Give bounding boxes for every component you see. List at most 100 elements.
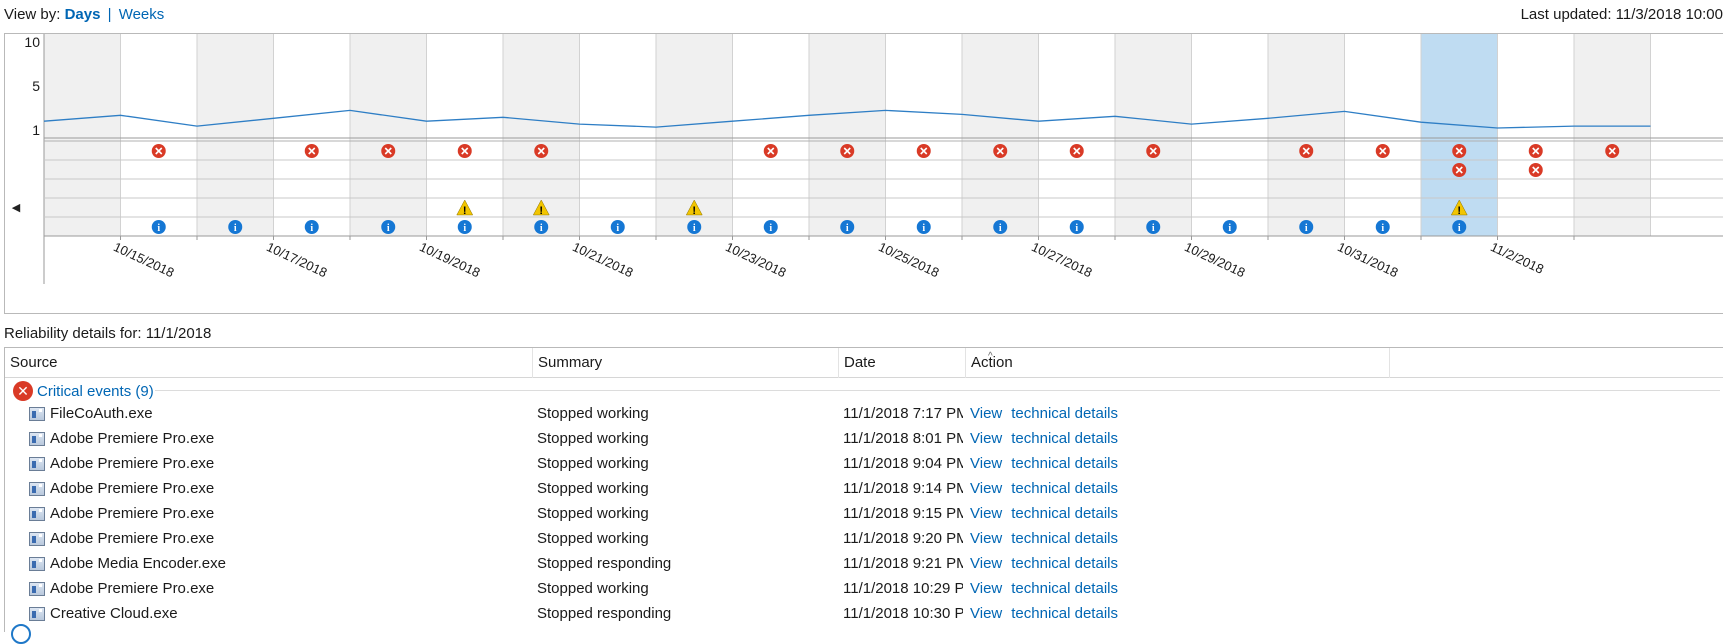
technical-details-link[interactable]: technical details <box>1011 580 1118 597</box>
date-cell: 11/1/2018 9:15 PM <box>843 505 963 522</box>
info-marker-circle <box>151 220 166 234</box>
source-cell: Adobe Premiere Pro.exe <box>50 530 215 547</box>
info-icon: i <box>610 220 625 234</box>
warning-icon: ! <box>532 199 550 217</box>
warning-marker-glyph: ! <box>463 205 467 217</box>
error-icon <box>993 144 1008 158</box>
info-marker-circle <box>1222 220 1237 234</box>
summary-cell: Stopped working <box>537 405 649 422</box>
date-cell: 11/1/2018 9:14 PM <box>843 480 963 497</box>
date-cell: 11/1/2018 9:04 PM <box>843 455 963 472</box>
error-icon <box>304 144 319 158</box>
error-marker-cross <box>537 147 545 155</box>
info-icon: i <box>1299 220 1314 234</box>
view-link[interactable]: View <box>970 580 1003 597</box>
table-row[interactable]: Adobe Media Encoder.exe Stopped respondin… <box>5 552 1723 577</box>
info-marker-circle <box>1146 220 1161 234</box>
day-column <box>44 34 121 236</box>
info-marker-glyph: i <box>234 223 237 234</box>
info-marker-circle <box>610 220 625 234</box>
technical-details-link[interactable]: technical details <box>1011 505 1118 522</box>
view-link[interactable]: View <box>970 455 1003 472</box>
view-weeks-link[interactable]: Weeks <box>118 6 165 23</box>
x-tick-label: 11/2/2018 <box>1488 239 1546 277</box>
source-cell: Adobe Premiere Pro.exe <box>50 580 215 597</box>
table-row[interactable]: Adobe Premiere Pro.exe Stopped working 11/… <box>5 477 1723 502</box>
technical-details-link[interactable]: technical details <box>1011 480 1118 497</box>
error-marker-cross <box>1073 147 1081 155</box>
info-icon: i <box>457 220 472 234</box>
table-row[interactable]: FileCoAuth.exe Stopped working 11/1/2018 7… <box>5 402 1723 427</box>
column-header-summary[interactable]: Summary <box>533 348 839 378</box>
technical-details-link[interactable]: technical details <box>1011 530 1118 547</box>
error-marker-cross <box>1149 147 1157 155</box>
day-column <box>962 34 1039 236</box>
reliability-chart-svg[interactable]: 10 5 1!!! ! i i i i i i i i i i i i i i i i i i 10/15/2018 10/1… <box>5 34 1723 315</box>
info-marker-glyph: i <box>1075 223 1078 234</box>
column-header-source[interactable]: Source <box>5 348 533 378</box>
technical-details-link[interactable]: technical details <box>1011 405 1118 422</box>
application-icon <box>29 432 45 446</box>
x-tick-label: 10/17/2018 <box>264 239 329 280</box>
action-cell: View technical details <box>970 430 1270 447</box>
error-icon <box>1528 144 1543 158</box>
source-cell: FileCoAuth.exe <box>50 405 153 422</box>
table-row[interactable]: Creative Cloud.exe Stopped responding 11/1… <box>5 602 1723 627</box>
info-marker-circle <box>381 220 396 234</box>
info-icon: i <box>381 220 396 234</box>
critical-events-label: Critical events (9) <box>37 382 154 400</box>
technical-details-link[interactable]: technical details <box>1011 430 1118 447</box>
view-days-link[interactable]: Days <box>64 6 101 23</box>
summary-cell: Stopped responding <box>537 555 672 572</box>
column-header-date[interactable]: Date <box>839 348 966 378</box>
action-cell: View technical details <box>970 505 1270 522</box>
column-header-blank <box>1390 348 1723 378</box>
error-marker-cross <box>1532 147 1540 155</box>
view-link[interactable]: View <box>970 505 1003 522</box>
day-column <box>197 34 274 236</box>
view-link[interactable]: View <box>970 405 1003 422</box>
info-marker-glyph: i <box>616 223 619 234</box>
y-tick-label: 5 <box>32 78 40 94</box>
view-link[interactable]: View <box>970 430 1003 447</box>
date-cell: 11/1/2018 7:17 PM <box>843 405 963 422</box>
info-icon: i <box>304 220 319 234</box>
date-cell: 11/1/2018 9:20 PM <box>843 530 963 547</box>
view-by-label: View by: <box>4 6 61 23</box>
warning-marker-glyph: ! <box>1457 205 1461 217</box>
details-title: Reliability details for: 11/1/2018 <box>4 325 212 342</box>
error-icon <box>1069 144 1084 158</box>
y-tick-label: 1 <box>32 122 40 138</box>
view-link[interactable]: View <box>970 480 1003 497</box>
info-marker-glyph: i <box>999 223 1002 234</box>
technical-details-link[interactable]: technical details <box>1011 555 1118 572</box>
column-header-action[interactable]: Action <box>966 348 1390 378</box>
scroll-left-icon[interactable]: ◀ <box>11 202 21 214</box>
warning-marker-triangle <box>685 199 703 216</box>
info-marker-circle <box>687 220 702 234</box>
view-toolbar: View by: Days | Weeks Last updated: 11/3… <box>0 0 1723 32</box>
warning-marker-triangle <box>456 199 474 216</box>
warning-icon: ! <box>1450 199 1468 217</box>
table-row[interactable]: Adobe Premiere Pro.exe Stopped working 11/… <box>5 452 1723 477</box>
last-updated-text: Last updated: 11/3/2018 10:00 <box>1520 6 1723 23</box>
view-link[interactable]: View <box>970 605 1003 622</box>
error-marker-cross <box>1455 147 1463 155</box>
application-icon <box>29 557 45 571</box>
table-row[interactable]: Adobe Premiere Pro.exe Stopped working 11/… <box>5 527 1723 552</box>
action-cell: View technical details <box>970 555 1270 572</box>
error-icon <box>1452 144 1467 158</box>
technical-details-link[interactable]: technical details <box>1011 605 1118 622</box>
table-row[interactable]: Adobe Premiere Pro.exe Stopped working 11/… <box>5 427 1723 452</box>
error-icon <box>457 144 472 158</box>
critical-events-group[interactable]: ✕ Critical events (9) <box>13 379 154 403</box>
table-row[interactable]: Adobe Premiere Pro.exe Stopped working 11/… <box>5 502 1723 527</box>
view-link[interactable]: View <box>970 530 1003 547</box>
view-link[interactable]: View <box>970 555 1003 572</box>
day-column <box>809 34 886 236</box>
table-row[interactable]: Adobe Premiere Pro.exe Stopped working 11/… <box>5 577 1723 602</box>
error-icon <box>840 144 855 158</box>
info-marker-circle <box>916 220 931 234</box>
technical-details-link[interactable]: technical details <box>1011 455 1118 472</box>
reliability-chart: ◀ 10 5 1!!!! i i i i i i i i i i i i i i i i i i 10/15/2018 10… <box>4 33 1723 314</box>
